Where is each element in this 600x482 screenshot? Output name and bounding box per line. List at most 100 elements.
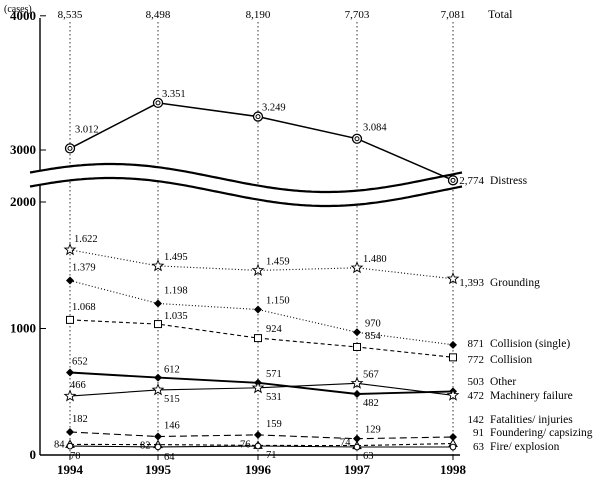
data-label-last: 772 — [468, 354, 485, 366]
data-label: 970 — [365, 318, 381, 329]
x-tick-label: 1995 — [145, 462, 172, 477]
data-label: 571 — [266, 369, 282, 380]
data-point-marker — [353, 328, 361, 337]
data-point-marker — [154, 320, 162, 329]
total-value-label: 8,498 — [146, 9, 171, 21]
axis-break-wave-top — [29, 162, 463, 194]
data-point-marker — [353, 390, 361, 399]
data-point-marker-inner — [354, 136, 360, 142]
data-label: 652 — [72, 357, 88, 368]
y-axis-unit-label: (cases) — [4, 4, 32, 15]
series-name-label: Other — [490, 376, 516, 388]
data-label: 82 — [140, 441, 151, 452]
data-point-marker — [353, 434, 361, 443]
data-point-marker — [151, 383, 165, 396]
data-label: 924 — [266, 324, 283, 335]
series-line — [69, 382, 454, 397]
axis-break-band — [30, 164, 462, 206]
series-name-label: Fire/ explosion — [490, 441, 560, 453]
total-value-label: 8,190 — [246, 9, 271, 21]
data-label: 76 — [240, 439, 251, 450]
data-label: 515 — [164, 394, 180, 405]
data-point-marker — [350, 261, 364, 274]
total-value-label: 8,535 — [58, 9, 83, 21]
data-point-marker — [251, 381, 265, 394]
data-label: 182 — [72, 414, 88, 425]
data-label: 1.035 — [164, 311, 188, 322]
data-point-marker — [446, 388, 460, 401]
totals-label: Total — [488, 7, 513, 21]
data-label: 84 — [54, 439, 65, 450]
data-label: 70 — [70, 451, 81, 462]
data-label: 1.379 — [72, 263, 96, 274]
data-label-last: 2,774 — [459, 175, 484, 187]
data-label: 482 — [363, 398, 379, 409]
data-label: 71 — [266, 450, 277, 461]
axis-break-wave-bottom — [29, 176, 463, 208]
data-point-marker — [63, 243, 77, 256]
total-value-label: 7,703 — [345, 9, 370, 21]
data-point-marker — [154, 443, 162, 451]
data-label: 3.084 — [363, 123, 387, 134]
data-point-marker — [63, 389, 77, 402]
data-label: 3.012 — [75, 124, 99, 135]
series-machinery-failure: 466 515 531 567 472 Machinery failure — [63, 369, 573, 405]
data-label-last: 503 — [468, 376, 485, 388]
series-name-label: Distress — [490, 175, 528, 187]
data-label: 159 — [266, 419, 282, 430]
series-grounding: 1.622 1.495 1.459 1.480 1,393 Grounding — [63, 234, 540, 289]
data-label: 1.622 — [74, 234, 98, 245]
series-name-label: Fatalities/ injuries — [490, 414, 573, 426]
data-point-marker — [66, 427, 74, 436]
data-label: 64 — [164, 452, 175, 463]
series-distress: 3.012 3.351 3.249 3.084 2,774 Distress — [64, 89, 528, 187]
data-point-marker — [151, 259, 165, 272]
data-point-marker — [154, 299, 162, 308]
y-tick-label: 2000 — [10, 194, 36, 209]
data-label: 1.198 — [164, 285, 188, 296]
y-tick-label: 3000 — [10, 142, 36, 157]
data-point-marker-inner — [67, 145, 73, 151]
data-point-marker — [254, 430, 262, 439]
data-label: 63 — [363, 451, 374, 462]
y-tick-label: 1000 — [10, 321, 36, 336]
data-point-marker — [154, 373, 162, 382]
series-name-label: Collision — [490, 354, 532, 366]
data-point-marker-inner — [155, 100, 161, 106]
series-name-label: Grounding — [490, 277, 540, 289]
x-tick-label: 1998 — [440, 462, 467, 477]
data-point-marker — [254, 305, 262, 314]
data-point-marker — [251, 263, 265, 276]
data-label: 1.150 — [266, 296, 290, 307]
data-label: 1.495 — [164, 252, 188, 263]
data-point-marker — [353, 443, 361, 451]
data-label-last: 1,393 — [459, 277, 484, 289]
data-point-marker — [446, 272, 460, 285]
total-value-label: 7,081 — [441, 9, 466, 21]
series-line — [69, 442, 454, 447]
data-label: 3.351 — [162, 89, 186, 100]
data-point-marker — [66, 368, 74, 377]
data-label: 612 — [164, 365, 180, 376]
data-point-marker — [66, 442, 74, 450]
series-name-label: Machinery failure — [490, 390, 573, 402]
series-other: 652 612 571 482 503 Other — [66, 357, 516, 409]
data-label-last: 63 — [473, 441, 485, 453]
data-label: 129 — [365, 425, 381, 436]
data-label: 854 — [365, 331, 382, 342]
series-collision-single: 1.379 1.198 1.150 970 871 Collision (single) — [66, 263, 570, 350]
y-tick-label: 0 — [30, 447, 37, 462]
data-point-marker — [66, 276, 74, 285]
data-label-last: 871 — [468, 338, 485, 350]
data-point-marker — [353, 342, 361, 351]
series-name-label: Collision (single) — [490, 338, 570, 350]
data-point-marker — [449, 353, 457, 362]
data-point-marker — [449, 340, 457, 349]
data-point-marker — [254, 334, 262, 343]
data-point-marker — [449, 433, 457, 442]
data-label: 1.459 — [266, 256, 290, 267]
data-label: 1.068 — [72, 302, 96, 313]
data-label: 531 — [266, 392, 282, 403]
data-point-marker — [254, 442, 262, 450]
